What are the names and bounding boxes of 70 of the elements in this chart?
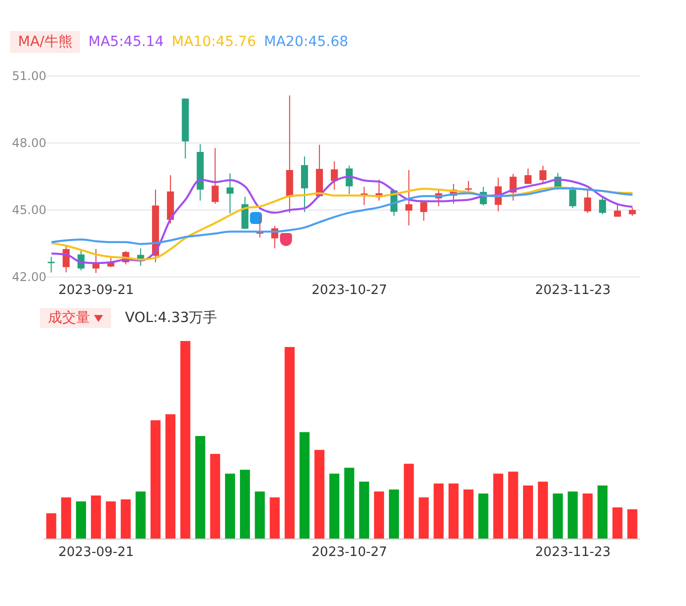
bar [254,491,265,539]
y-tick-label: 51.00 [12,69,46,83]
bar [120,499,131,539]
bar [359,482,370,539]
text: MA5:45.14 [88,34,164,50]
x-tick-label: 2023-11-23 [535,283,611,298]
candlestick [226,172,234,214]
bar [61,497,72,539]
bar [478,493,488,539]
candlestick [584,189,592,214]
bar [284,346,295,539]
x-tick-label: 2023-09-21 [58,283,134,298]
text: MA10:45.76 [172,34,256,50]
bar [552,493,563,539]
legend-title: 成交量 [40,308,111,328]
bar [46,513,56,539]
x-tick-label: 2023-11-23 [535,545,611,560]
x-tick-label: 2023-10-27 [312,545,388,560]
bar [329,474,340,539]
candlestick [301,156,308,213]
bar [598,486,608,539]
bar [627,509,638,539]
x-tick-label: 2023-10-27 [312,283,388,298]
bar [388,490,399,539]
candlestick [92,248,100,274]
bar [568,491,578,539]
line-series [50,187,634,245]
y-tick-label: 42.00 [12,270,46,284]
bar [612,507,622,539]
text: MA20:45.68 [264,34,348,50]
y-tick-label: 45.00 [12,203,46,217]
bar [180,341,190,539]
bar [76,501,86,539]
bar [300,432,310,539]
bar [448,484,459,539]
bar [582,493,593,539]
candlestick [569,186,576,208]
bar [136,491,146,539]
bar [374,491,384,539]
bar [314,450,324,539]
candlestick [599,196,606,215]
bar [240,470,250,539]
y-tick-label: 48.00 [12,136,46,150]
bar [523,486,534,539]
bar [418,497,429,539]
bar [538,482,548,539]
bar [165,414,176,539]
bar [150,420,161,539]
candlestick [614,204,621,218]
bar [225,474,236,539]
bar [90,495,101,539]
bar [195,436,206,539]
bar [434,484,444,539]
bar [493,474,504,539]
candlestick [212,148,219,204]
candlestick [405,170,412,226]
bar [508,472,518,539]
bar [404,464,414,539]
candlestick [539,165,546,184]
bar [270,497,280,539]
candlestick [346,165,353,195]
text: VOL:4.33万手 [125,309,218,327]
candlestick [420,202,428,222]
candlestick [524,168,532,184]
bar [344,468,354,539]
legend-title: MA/牛熊 [10,31,80,53]
bar [210,454,220,539]
bar [463,490,474,539]
bar [106,501,116,539]
x-tick-label: 2023-09-21 [58,545,134,560]
